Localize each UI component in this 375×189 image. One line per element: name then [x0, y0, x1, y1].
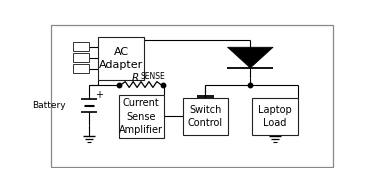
FancyBboxPatch shape — [73, 42, 89, 51]
FancyBboxPatch shape — [252, 98, 297, 135]
FancyBboxPatch shape — [73, 64, 89, 73]
FancyBboxPatch shape — [119, 95, 164, 138]
FancyBboxPatch shape — [73, 53, 89, 62]
Text: Switch
Control: Switch Control — [188, 105, 223, 128]
Text: +: + — [95, 91, 103, 100]
Text: $\mathit{R}$: $\mathit{R}$ — [131, 70, 140, 83]
Polygon shape — [228, 47, 273, 68]
Text: Laptop
Load: Laptop Load — [258, 105, 292, 128]
FancyBboxPatch shape — [183, 98, 228, 135]
Text: AC
Adapter: AC Adapter — [99, 47, 143, 70]
Text: SENSE: SENSE — [140, 72, 165, 81]
Text: Current
Sense
Amplifier: Current Sense Amplifier — [119, 98, 164, 135]
Text: Battery: Battery — [32, 101, 66, 110]
FancyBboxPatch shape — [99, 36, 144, 80]
